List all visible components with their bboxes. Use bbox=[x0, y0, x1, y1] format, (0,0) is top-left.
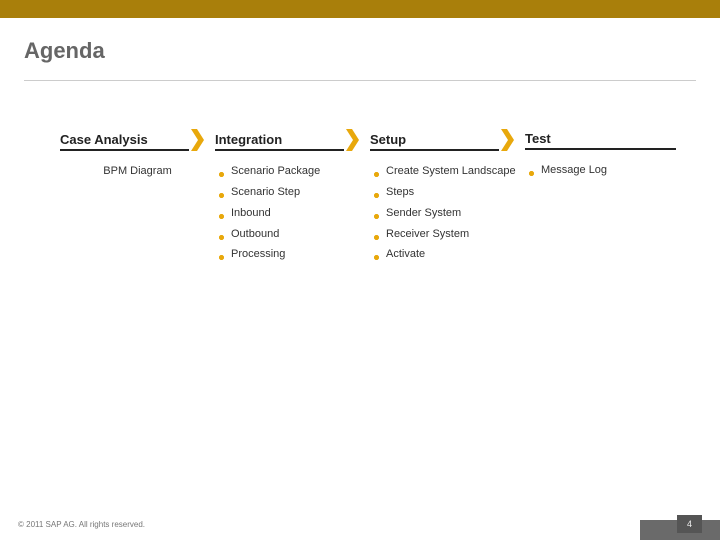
bullet-icon bbox=[219, 167, 224, 172]
column-heading: Case Analysis bbox=[60, 130, 189, 151]
agenda-column: Test Message Log bbox=[525, 129, 680, 540]
bullet-icon bbox=[219, 230, 224, 235]
title-area: Agenda bbox=[0, 18, 720, 72]
bullet-icon bbox=[529, 166, 534, 171]
list-item-label: Scenario Package bbox=[231, 165, 320, 177]
list-item-label: Inbound bbox=[231, 207, 271, 219]
list-item-label: Activate bbox=[386, 248, 425, 260]
agenda-columns: Case Analysis BPM DiagramIntegration Sce… bbox=[0, 81, 720, 540]
bullet-icon bbox=[374, 230, 379, 235]
list-item-label: Sender System bbox=[386, 207, 461, 219]
column-header-row: Setup bbox=[370, 129, 521, 151]
list-item: Processing bbox=[219, 244, 366, 265]
agenda-column: Setup Create System Landscape Steps Send… bbox=[370, 129, 525, 540]
column-items: Scenario Package Scenario Step Inbound O… bbox=[215, 157, 366, 265]
list-item: Inbound bbox=[219, 203, 366, 224]
list-item: Activate bbox=[374, 244, 521, 265]
column-header-row: Case Analysis bbox=[60, 129, 211, 151]
list-item: Receiver System bbox=[374, 224, 521, 245]
column-heading: Test bbox=[525, 129, 676, 150]
chevron-right-icon bbox=[501, 129, 515, 151]
bullet-icon bbox=[374, 250, 379, 255]
agenda-column: Case Analysis BPM Diagram bbox=[60, 129, 215, 540]
list-item-label: Message Log bbox=[541, 164, 607, 176]
list-item: Sender System bbox=[374, 203, 521, 224]
list-item: Message Log bbox=[529, 160, 676, 181]
list-item: BPM Diagram bbox=[64, 161, 211, 182]
column-heading: Setup bbox=[370, 130, 499, 151]
brand-top-bar bbox=[0, 0, 720, 18]
chevron-right-icon bbox=[191, 129, 205, 151]
column-items: Create System Landscape Steps Sender Sys… bbox=[370, 157, 521, 265]
page-title: Agenda bbox=[24, 38, 696, 64]
slide: Agenda Case Analysis BPM DiagramIntegrat… bbox=[0, 0, 720, 540]
page-number: 4 bbox=[677, 515, 702, 533]
column-header-row: Test bbox=[525, 129, 676, 150]
list-item: Scenario Step bbox=[219, 182, 366, 203]
list-item: Create System Landscape bbox=[374, 161, 521, 182]
list-item: Scenario Package bbox=[219, 161, 366, 182]
bullet-icon bbox=[219, 250, 224, 255]
list-item-label: Scenario Step bbox=[231, 186, 300, 198]
list-item-label: Steps bbox=[386, 186, 414, 198]
bullet-icon bbox=[219, 188, 224, 193]
bullet-icon bbox=[219, 209, 224, 214]
list-item: Steps bbox=[374, 182, 521, 203]
list-item-label: BPM Diagram bbox=[103, 165, 171, 177]
bullet-icon bbox=[374, 209, 379, 214]
chevron-right-icon bbox=[346, 129, 360, 151]
agenda-column: Integration Scenario Package Scenario St… bbox=[215, 129, 370, 540]
column-items: BPM Diagram bbox=[60, 157, 211, 182]
bullet-icon bbox=[374, 188, 379, 193]
column-items: Message Log bbox=[525, 156, 676, 181]
list-item: Outbound bbox=[219, 224, 366, 245]
list-item-label: Outbound bbox=[231, 228, 279, 240]
list-item-label: Receiver System bbox=[386, 228, 469, 240]
column-header-row: Integration bbox=[215, 129, 366, 151]
list-item-label: Processing bbox=[231, 248, 285, 260]
footer: © 2011 SAP AG. All rights reserved. 4 bbox=[0, 514, 720, 540]
bullet-icon bbox=[374, 167, 379, 172]
column-heading: Integration bbox=[215, 130, 344, 151]
list-item-label: Create System Landscape bbox=[386, 165, 516, 177]
copyright-text: © 2011 SAP AG. All rights reserved. bbox=[18, 520, 145, 529]
